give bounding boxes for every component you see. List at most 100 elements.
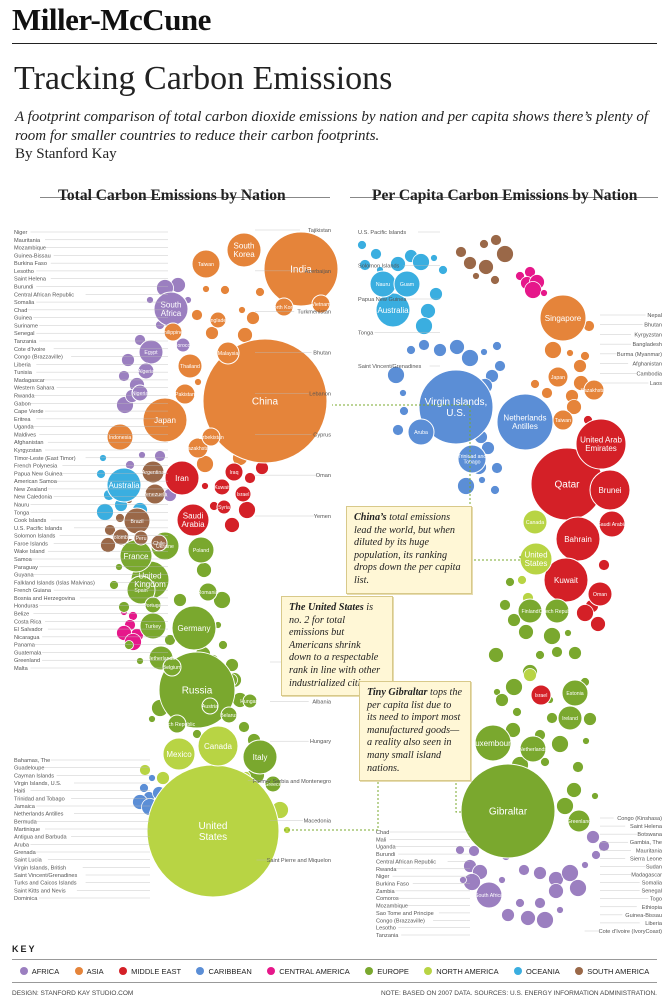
bubble-thailand — [177, 353, 203, 379]
side-label-niger: Niger — [14, 230, 28, 236]
bubble-italy — [242, 739, 278, 775]
filler-bubble-asia — [255, 287, 265, 297]
filler-bubble-europe — [546, 712, 558, 724]
filler-bubble-asia — [202, 285, 210, 293]
legend-item-europe: EUROPE — [365, 967, 409, 976]
side-label-tajikistan: Tajikistan — [308, 228, 331, 234]
bubble-belgium — [162, 657, 182, 677]
side-label-central-african-republic: Central African Republic — [14, 292, 74, 298]
bubble-label-canada: Canada — [526, 520, 544, 526]
side-label-aruba: Aruba — [14, 842, 30, 848]
filler-bubble-asia — [246, 311, 260, 325]
filler-bubble-north-america — [156, 771, 170, 785]
bubble-singapore — [539, 294, 587, 342]
byline: By Stanford Kay — [15, 146, 117, 162]
bubble-bangladesh — [209, 311, 227, 329]
masthead-rule — [12, 43, 657, 44]
bubble-label-australia: Australia — [108, 481, 140, 490]
filler-bubble-central-america — [540, 289, 548, 297]
side-label-albania: Albania — [312, 700, 332, 706]
annotation-gibraltar-text: tops the per capita list due to its need… — [367, 687, 462, 774]
side-label-tunisia: Tunisia — [14, 370, 33, 376]
filler-bubble-africa — [561, 864, 579, 882]
filler-bubble-south-america — [490, 234, 502, 246]
filler-bubble-middle-east — [201, 482, 209, 490]
side-label-samoa: Samoa — [14, 557, 33, 563]
legend-row: AFRICA ASIA MIDDLE EAST CARIBBEAN CENTRAL AM… — [12, 959, 657, 983]
bubble-nigeria — [131, 384, 149, 402]
bubble-label-iran: Iran — [175, 474, 189, 483]
legend: KEY AFRICA ASIA MIDDLE EAST CARIBBEAN CENTRA… — [12, 944, 657, 983]
side-label-burkina-faso: Burkina Faso — [376, 882, 409, 888]
filler-bubble-africa — [118, 370, 130, 382]
filler-bubble-caribbean — [399, 389, 407, 397]
bubble-taiwan — [552, 409, 574, 431]
bubble-malaysia — [216, 341, 240, 365]
bubble-saudi-arabia — [598, 510, 626, 538]
bubble-aruba — [407, 418, 435, 446]
filler-bubble-north-america — [139, 764, 151, 776]
bubble-taiwan — [191, 249, 221, 279]
bubble-label-pakistan: Pakistan — [175, 392, 195, 398]
side-label-guinea-bissau: Guinea-Bissau — [625, 913, 662, 919]
bubble-china — [202, 338, 328, 464]
filler-bubble-caribbean — [481, 441, 495, 455]
bubble-belarus — [220, 706, 238, 724]
bubble-germany — [171, 605, 217, 651]
side-label-cote-d-ivoire: Cote d’Ivoire — [14, 347, 45, 353]
side-label-mozambique: Mozambique — [14, 246, 46, 252]
filler-bubble-africa — [520, 910, 536, 926]
side-label-liberia: Liberia — [645, 921, 663, 927]
filler-bubble-asia — [237, 327, 253, 343]
filler-bubble-oceania — [370, 248, 382, 260]
bubble-czech-republic — [167, 714, 187, 734]
bubble-label-nauru: Nauru — [376, 282, 390, 288]
filler-bubble-south-america — [496, 245, 514, 263]
filler-bubble-europe — [196, 562, 212, 578]
filler-bubble-oceania — [359, 259, 371, 271]
bubble-label-russia: Russia — [182, 686, 213, 697]
filler-bubble-europe — [591, 792, 599, 800]
filler-bubble-africa — [498, 876, 506, 884]
filler-bubble-europe — [148, 715, 156, 723]
legend-swatch-asia — [74, 967, 83, 975]
filler-bubble-europe — [488, 647, 504, 663]
side-label-american-samoa: American Samoa — [14, 479, 58, 485]
bubble-label-chile: Chile — [153, 541, 165, 547]
filler-bubble-asia — [566, 349, 574, 357]
bubble-label-peru: Peru — [136, 536, 147, 542]
side-label-mauritania: Mauritania — [14, 238, 41, 244]
bubble-finland — [517, 598, 543, 624]
side-label-liberia: Liberia — [14, 362, 32, 368]
side-label-u-s-pacific-islands: U.S. Pacific Islands — [358, 230, 406, 236]
side-label-oman: Oman — [316, 473, 331, 479]
bubble-label-netherlands-antilles: Netherlands Antilles — [503, 413, 546, 431]
side-label-burkina-faso: Burkina Faso — [14, 261, 47, 267]
side-label-nepal: Nepal — [647, 313, 662, 319]
annotation-us: The United States is no. 2 for total emi… — [281, 596, 393, 697]
side-label-senegal: Senegal — [14, 331, 35, 337]
bubble-label-turkey: Turkey — [145, 624, 161, 630]
side-label-papua-new-guinea: Papua New Guinea — [14, 471, 63, 477]
bubble-label-united-kingdom: United Kingdom — [134, 571, 166, 589]
bubble-mexico — [162, 737, 196, 771]
bubble-label-israel: Israel — [237, 492, 250, 498]
side-label-solomon-islands: Solomon Islands — [14, 534, 56, 540]
bubble-vietnam — [311, 294, 331, 314]
side-label-lebanon: Lebanon — [309, 391, 331, 397]
bubble-label-syria: Syria — [218, 505, 230, 511]
bubble-footprint-chart: China United States Russia India Japan Germany… — [14, 228, 663, 939]
bubble-label-taiwan: Taiwan — [555, 418, 571, 424]
filler-bubble-africa — [468, 845, 480, 857]
bubble-syria — [216, 499, 232, 515]
side-label-paraguay: Paraguay — [14, 565, 38, 571]
side-label-timor-leste-east-timor: Timor-Leste (East Timor) — [14, 456, 76, 462]
bubble-label-poland: Poland — [193, 548, 209, 554]
side-label-azerbaijan: Azerbaijan — [305, 269, 331, 275]
filler-bubble-caribbean — [478, 476, 486, 484]
side-label-sao-tome-and-principe: Sao Tome and Principe — [376, 911, 434, 917]
page-title: Tracking Carbon Emissions — [14, 60, 393, 97]
filler-bubble-oceania — [438, 265, 448, 275]
side-label-virgin-islands-british: Virgin Islands, British — [14, 865, 66, 871]
bubble-label-kuwait: Kuwait — [554, 576, 579, 585]
